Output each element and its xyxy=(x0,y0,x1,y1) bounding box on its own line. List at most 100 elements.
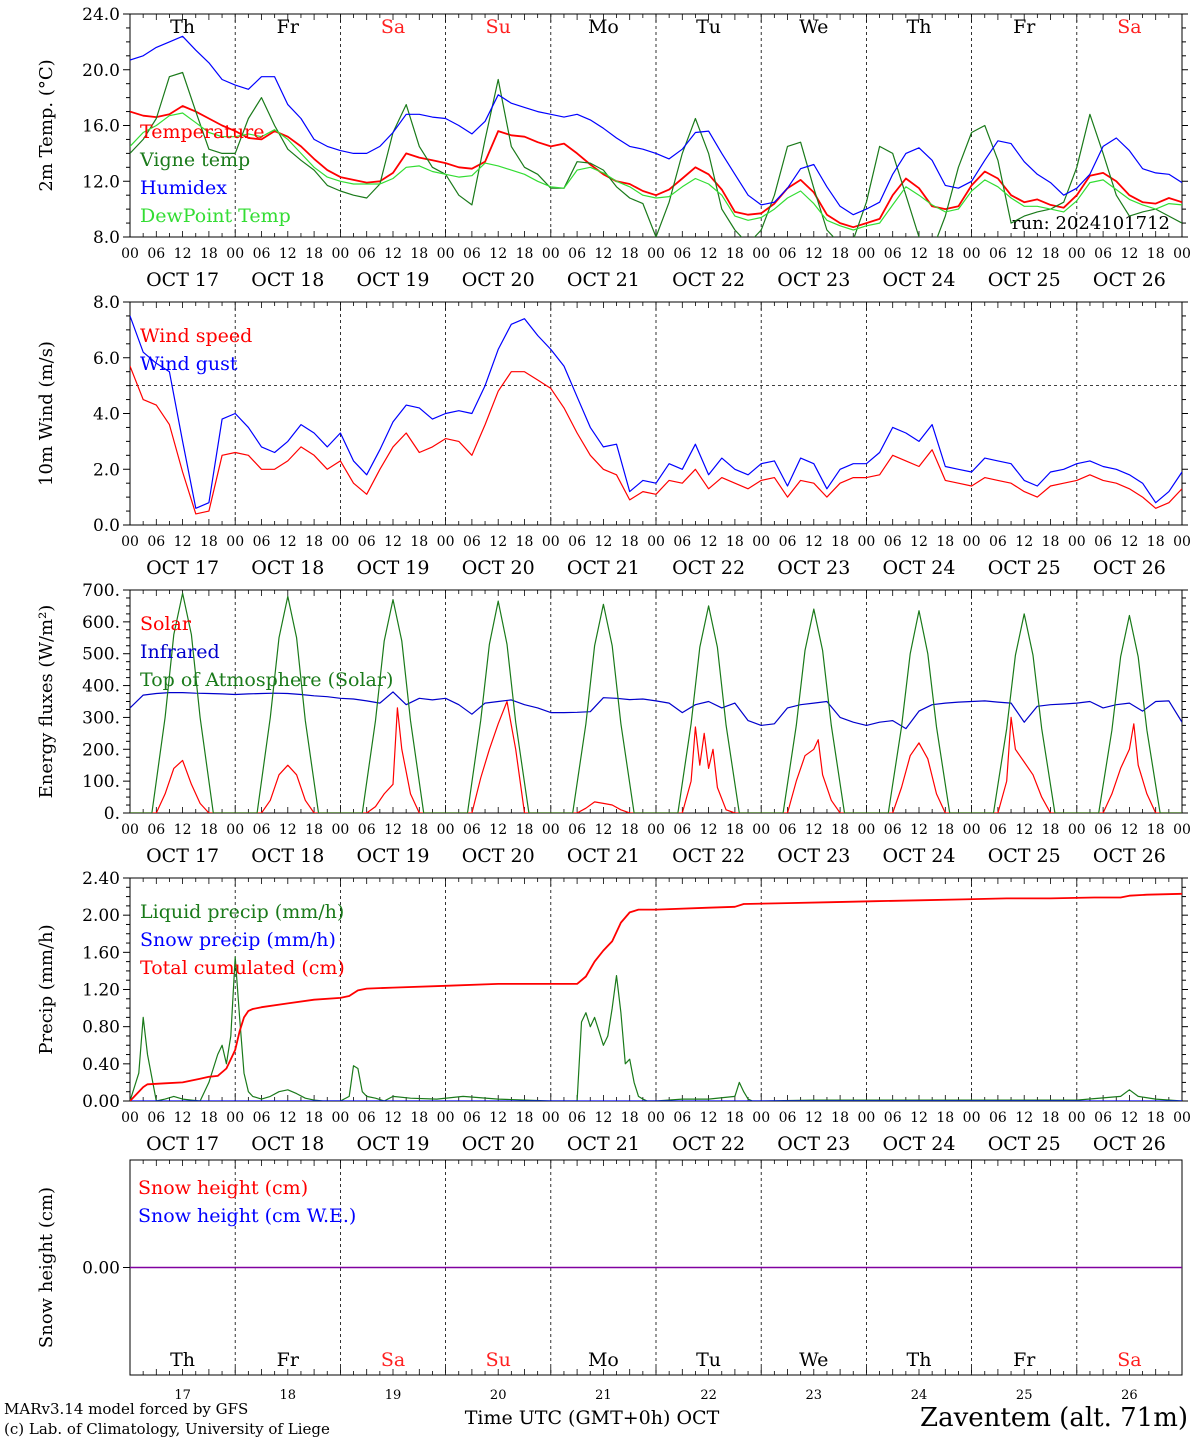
hour-tick-label: 00 xyxy=(1173,1110,1191,1126)
day-number: 25 xyxy=(1016,1388,1033,1403)
hour-tick-label: 18 xyxy=(726,822,744,838)
y-axis-label: 2m Temp. (°C) xyxy=(36,59,57,191)
legend-temperature: Temperature xyxy=(140,121,264,143)
panel-1: 8.0 12.0 16.0 20.0 24.0 2m Temp. (°C) 00 06 12 18… xyxy=(36,5,1191,291)
hour-tick-label: 06 xyxy=(1094,1110,1112,1126)
date-label: OCT 23 xyxy=(777,269,850,291)
hour-tick-label: 06 xyxy=(253,246,271,262)
hour-tick-label: 12 xyxy=(489,822,507,838)
hour-tick-label: 06 xyxy=(568,822,586,838)
hour-tick-label: 06 xyxy=(989,246,1007,262)
day-number: 26 xyxy=(1121,1388,1138,1403)
hour-tick-label: 00 xyxy=(437,246,455,262)
hour-tick-label: 12 xyxy=(279,1110,297,1126)
hour-tick-label: 18 xyxy=(1147,1110,1165,1126)
day-name: Fr xyxy=(277,16,300,38)
date-label: OCT 20 xyxy=(462,1133,535,1155)
hour-tick-label: 00 xyxy=(121,822,139,838)
hour-tick-label: 12 xyxy=(910,822,928,838)
hour-tick-label: 00 xyxy=(963,534,981,550)
hour-tick-label: 06 xyxy=(1094,534,1112,550)
hour-tick-label: 18 xyxy=(726,534,744,550)
footer: MARv3.14 model forced by GFS (c) Lab. of… xyxy=(4,1400,1188,1438)
day-name: Sa xyxy=(381,1349,405,1371)
date-label: OCT 17 xyxy=(146,269,219,291)
hour-tick-label: 00 xyxy=(226,822,244,838)
day-number: 22 xyxy=(700,1388,717,1403)
hour-tick-label: 18 xyxy=(410,1110,428,1126)
hour-tick-label: 18 xyxy=(726,1110,744,1126)
date-label: OCT 24 xyxy=(882,557,955,579)
date-label: OCT 21 xyxy=(567,1133,640,1155)
hour-tick-label: 18 xyxy=(936,822,954,838)
day-name: Mo xyxy=(588,1349,619,1371)
hour-tick-label: 12 xyxy=(384,822,402,838)
hour-tick-label: 18 xyxy=(200,1110,218,1126)
hour-tick-label: 18 xyxy=(305,822,323,838)
hour-tick-label: 06 xyxy=(673,246,691,262)
hour-tick-label: 18 xyxy=(1147,246,1165,262)
hour-tick-label: 12 xyxy=(174,246,192,262)
y-tick-label: 0.40 xyxy=(82,1055,120,1075)
y-axis-label: Precip (mm/h) xyxy=(36,924,57,1054)
hour-tick-label: 12 xyxy=(910,1110,928,1126)
hour-tick-label: 12 xyxy=(700,822,718,838)
y-tick-label: 2.40 xyxy=(82,869,120,889)
hour-tick-label: 06 xyxy=(1094,822,1112,838)
hour-tick-label: 18 xyxy=(621,1110,639,1126)
hour-tick-label: 18 xyxy=(936,1110,954,1126)
day-name: Th xyxy=(907,1349,932,1371)
date-label: OCT 22 xyxy=(672,269,745,291)
series-wind-gust xyxy=(130,315,1182,509)
hour-tick-label: 18 xyxy=(1147,534,1165,550)
date-label: OCT 18 xyxy=(251,557,324,579)
hour-tick-label: 06 xyxy=(463,822,481,838)
hour-tick-label: 00 xyxy=(1068,246,1086,262)
panel-5: 0.00 Snow height (cm) Th 17 Fr 18 Sa 19 Su 20 Mo 21… xyxy=(36,1159,1183,1403)
date-label: OCT 17 xyxy=(146,557,219,579)
y-tick-label: 700. xyxy=(82,581,120,601)
series-infrared xyxy=(130,691,1182,730)
date-label: OCT 19 xyxy=(356,845,429,867)
hour-tick-label: 06 xyxy=(779,822,797,838)
hour-tick-label: 06 xyxy=(358,534,376,550)
hour-tick-label: 18 xyxy=(410,246,428,262)
hour-tick-label: 06 xyxy=(989,1110,1007,1126)
hour-tick-label: 06 xyxy=(1094,246,1112,262)
hour-tick-label: 00 xyxy=(121,534,139,550)
series-top-of-atmosphere-solar xyxy=(130,592,1182,813)
hour-tick-label: 00 xyxy=(647,1110,665,1126)
legend-infrared: Infrared xyxy=(140,641,220,663)
hour-tick-label: 06 xyxy=(568,1110,586,1126)
day-number: 20 xyxy=(490,1388,507,1403)
hour-tick-label: 06 xyxy=(779,1110,797,1126)
hour-tick-label: 12 xyxy=(1015,246,1033,262)
date-label: OCT 26 xyxy=(1093,1133,1166,1155)
date-label: OCT 18 xyxy=(251,269,324,291)
hour-tick-label: 12 xyxy=(1120,1110,1138,1126)
date-label: OCT 19 xyxy=(356,1133,429,1155)
hour-tick-label: 12 xyxy=(279,246,297,262)
hour-tick-label: 18 xyxy=(831,534,849,550)
legend-humidex: Humidex xyxy=(140,177,227,199)
legend-snow-height-cm: Snow height (cm) xyxy=(138,1177,308,1199)
day-name: Sa xyxy=(1117,16,1141,38)
legend-snow-height-cm-w-e: Snow height (cm W.E.) xyxy=(138,1205,356,1227)
legend-wind-speed: Wind speed xyxy=(140,325,252,347)
hour-tick-label: 00 xyxy=(1173,534,1191,550)
hour-tick-label: 00 xyxy=(857,246,875,262)
hour-tick-label: 00 xyxy=(437,1110,455,1126)
hour-tick-label: 18 xyxy=(516,822,534,838)
hour-tick-label: 12 xyxy=(489,534,507,550)
date-label: OCT 25 xyxy=(988,845,1061,867)
hour-tick-label: 06 xyxy=(147,822,165,838)
hour-tick-label: 06 xyxy=(568,534,586,550)
series-temperature xyxy=(130,105,1182,229)
series-dewpoint-temp xyxy=(130,112,1182,231)
date-label: OCT 23 xyxy=(777,557,850,579)
y-tick-label: 24.0 xyxy=(82,5,120,25)
day-number: 23 xyxy=(806,1388,823,1403)
hour-tick-label: 00 xyxy=(752,822,770,838)
hour-tick-label: 06 xyxy=(463,534,481,550)
model-credit: MARv3.14 model forced by GFS xyxy=(4,1400,248,1418)
